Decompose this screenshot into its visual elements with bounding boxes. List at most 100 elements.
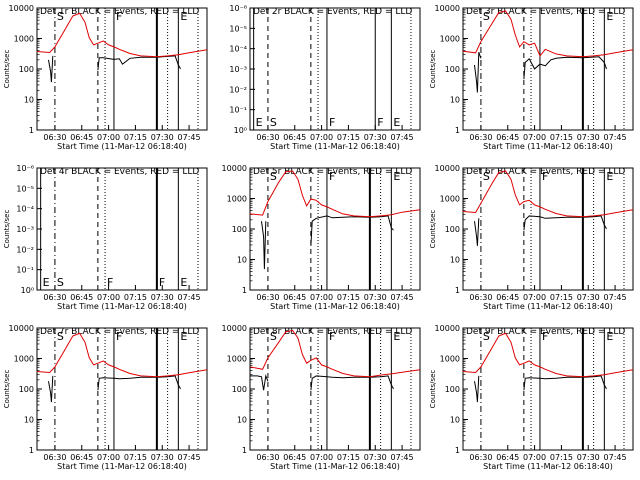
- x-tick-label: 07:15: [337, 293, 360, 302]
- panel-p2: Det 2r BLACK = Events, RED = LLD 10⁰ 10⁻¹ 1…: [229, 4, 421, 151]
- x-tick-label: 07:45: [604, 293, 627, 302]
- y-tick-label: 1000: [227, 355, 247, 364]
- y-tick-label: 10⁻²: [16, 245, 34, 254]
- time-marker-label: S: [483, 10, 490, 23]
- y-tick-label: 1000: [227, 195, 247, 204]
- y-tick-label: 10⁻⁴: [16, 205, 34, 214]
- lld-series-line: [36, 12, 208, 58]
- panel-p3: Det 3r BLACK = Events, RED = LLD 1 10 100 10…: [429, 4, 634, 151]
- panel-title: Det 9r BLACK = Events, RED = LLD: [466, 327, 625, 337]
- x-tick-label: 07:00: [310, 133, 333, 142]
- panel-p1: Det 1r BLACK = Events, RED = LLD 1 10 100 10…: [3, 4, 208, 151]
- y-tick-label: 100: [445, 65, 460, 74]
- x-tick-label: 06:45: [70, 293, 93, 302]
- y-tick-label: 10⁻³: [16, 225, 34, 234]
- time-marker-label: E: [606, 10, 613, 23]
- panel-title: Det 1r BLACK = Events, RED = LLD: [40, 7, 199, 17]
- x-tick-label: 07:00: [523, 293, 546, 302]
- events-series-line: [474, 375, 480, 403]
- y-tick-label: 10⁻⁵: [16, 184, 34, 193]
- y-axis-label: Counts/sec: [429, 50, 437, 89]
- time-marker-label: E: [606, 170, 613, 183]
- y-tick-label: 10⁻⁴: [229, 45, 247, 54]
- y-tick-label: 10000: [9, 324, 34, 333]
- events-series-line: [310, 215, 394, 246]
- y-tick-label: 1: [455, 286, 460, 295]
- y-tick-label: 10000: [9, 4, 34, 13]
- events-series-line: [97, 55, 181, 71]
- lld-series-line: [249, 329, 421, 378]
- x-tick-label: 07:30: [577, 133, 600, 142]
- y-tick-label: 10: [450, 96, 460, 105]
- x-tick-label: 06:45: [496, 133, 519, 142]
- y-tick-label: 10⁰: [21, 286, 34, 295]
- x-tick-label: 07:30: [364, 293, 387, 302]
- y-tick-label: 100: [445, 225, 460, 234]
- time-marker-label: S: [57, 330, 64, 343]
- x-axis-label: Start Time (11-Mar-12 06:18:40): [483, 462, 613, 471]
- x-tick-label: 06:45: [70, 453, 93, 462]
- panel-title: Det 3r BLACK = Events, RED = LLD: [466, 7, 625, 17]
- x-axis-label: Start Time (11-Mar-12 06:18:40): [483, 302, 613, 311]
- lld-series-line: [462, 332, 634, 378]
- events-series-line: [523, 375, 607, 391]
- x-tick-label: 06:45: [283, 293, 306, 302]
- x-axis-label: Start Time (11-Mar-12 06:18:40): [57, 142, 187, 151]
- y-tick-label: 100: [232, 225, 247, 234]
- time-marker-label: F: [329, 116, 335, 129]
- x-axis-label: Start Time (11-Mar-12 06:18:40): [483, 142, 613, 151]
- plot-frame: [249, 7, 421, 131]
- x-tick-label: 07:45: [178, 293, 201, 302]
- time-marker-label: E: [43, 276, 50, 289]
- events-series-line: [310, 375, 394, 391]
- events-series-line: [523, 215, 607, 231]
- y-tick-label: 10000: [435, 4, 460, 13]
- x-tick-label: 06:45: [283, 133, 306, 142]
- x-tick-label: 07:00: [97, 453, 120, 462]
- time-marker-label: F: [159, 276, 165, 289]
- x-tick-label: 07:00: [310, 293, 333, 302]
- y-tick-label: 100: [445, 385, 460, 394]
- time-marker-label: S: [57, 276, 64, 289]
- lld-series-line: [249, 170, 421, 218]
- y-tick-label: 10: [24, 96, 34, 105]
- time-marker-label: F: [116, 10, 122, 23]
- x-tick-label: 07:15: [124, 133, 147, 142]
- y-tick-label: 100: [19, 65, 34, 74]
- y-tick-label: 10: [237, 416, 247, 425]
- panel-title: Det 4r BLACK = Events, RED = LLD: [40, 167, 199, 177]
- y-tick-label: 1: [29, 126, 34, 135]
- x-tick-label: 07:15: [337, 133, 360, 142]
- events-series-line: [474, 52, 482, 93]
- x-tick-label: 07:30: [577, 453, 600, 462]
- x-tick-label: 07:15: [124, 453, 147, 462]
- time-marker-label: F: [542, 170, 548, 183]
- panel-p4: Det 4r BLACK = Events, RED = LLD 10⁰ 10⁻¹ 1…: [3, 164, 208, 311]
- x-tick-label: 07:00: [523, 133, 546, 142]
- time-marker-label: S: [483, 170, 490, 183]
- y-axis-label: Counts/sec: [3, 210, 11, 249]
- y-tick-label: 100: [232, 385, 247, 394]
- x-tick-label: 07:15: [550, 453, 573, 462]
- x-tick-label: 07:00: [97, 133, 120, 142]
- x-tick-label: 07:45: [604, 453, 627, 462]
- x-tick-label: 07:00: [97, 293, 120, 302]
- time-marker-label: E: [180, 10, 187, 23]
- panel-p7: Det 7r BLACK = Events, RED = LLD 1 10 100 10…: [3, 324, 208, 471]
- x-tick-label: 07:15: [124, 293, 147, 302]
- y-tick-label: 10⁻⁶: [16, 164, 34, 173]
- plot-frame: [36, 167, 208, 291]
- time-marker-label: F: [542, 330, 548, 343]
- y-tick-label: 10000: [435, 324, 460, 333]
- y-tick-label: 1: [29, 446, 34, 455]
- y-axis-label: Counts/sec: [429, 370, 437, 409]
- y-axis-label: Counts/sec: [429, 210, 437, 249]
- events-series-line: [250, 374, 269, 391]
- y-tick-label: 10: [450, 416, 460, 425]
- y-tick-label: 10⁻¹: [16, 266, 34, 275]
- x-tick-label: 06:45: [283, 453, 306, 462]
- time-marker-label: E: [256, 116, 263, 129]
- x-tick-label: 07:45: [178, 453, 201, 462]
- time-marker-label: F: [116, 330, 122, 343]
